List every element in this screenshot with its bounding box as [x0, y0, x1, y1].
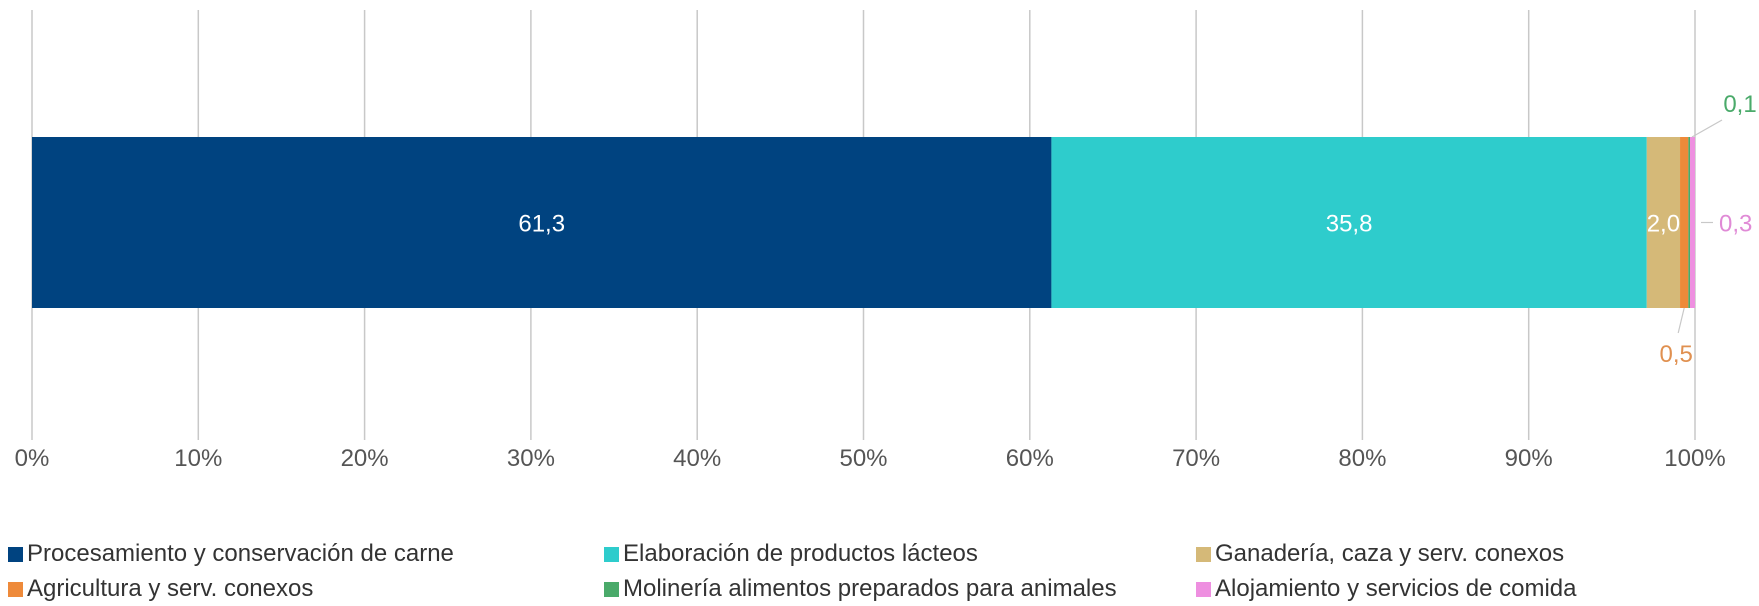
x-tick-label: 40%	[673, 445, 721, 472]
data-label: 0,1	[1723, 91, 1756, 118]
legend-swatch	[604, 546, 619, 562]
data-label: 35,8	[1326, 211, 1373, 238]
legend-swatch	[1196, 546, 1211, 562]
legend-item: Alojamiento y servicios de comida	[1196, 575, 1577, 603]
legend-item: Ganadería, caza y serv. conexos	[1196, 540, 1564, 568]
x-tick-label: 30%	[507, 445, 555, 472]
x-tick-label: 90%	[1505, 445, 1553, 472]
x-axis-ticks: 0% 10% 20% 30% 40% 50% 60% 70% 80% 90% 100%	[15, 445, 1726, 472]
x-tick-label: 50%	[839, 445, 887, 472]
x-tick-label: 100%	[1664, 445, 1725, 472]
data-label: 0,5	[1660, 341, 1693, 368]
bar-segment	[1680, 137, 1689, 308]
legend-label: Ganadería, caza y serv. conexos	[1215, 540, 1565, 567]
bar-segment	[1646, 137, 1681, 308]
legend-swatch	[8, 581, 23, 597]
legend-label: Molinería alimentos preparados para anim…	[623, 575, 1117, 602]
legend-label: Alojamiento y servicios de comida	[1215, 575, 1577, 602]
data-label: 0,3	[1719, 211, 1752, 238]
x-tick-label: 10%	[174, 445, 222, 472]
x-tick-label: 70%	[1172, 445, 1220, 472]
x-tick-label: 80%	[1338, 445, 1386, 472]
legend-swatch	[1196, 581, 1211, 597]
bar-segment	[1051, 137, 1647, 308]
legend-item: Procesamiento y conservación de carne	[8, 540, 454, 568]
legend-swatch	[8, 546, 23, 562]
legend-item: Agricultura y serv. conexos	[8, 575, 313, 603]
data-label: 61,3	[518, 211, 565, 238]
bar-segment	[32, 137, 1052, 308]
bar-segments	[32, 137, 1695, 308]
x-tick-label: 60%	[1006, 445, 1054, 472]
data-labels: 61,3 35,8 2,0 0,5 0,1 0,3	[518, 91, 1756, 368]
bar-segment	[1690, 137, 1695, 308]
x-tick-label: 20%	[341, 445, 389, 472]
bar-segment	[1688, 137, 1691, 308]
legend-label: Elaboración de productos lácteos	[623, 540, 978, 567]
leader-line	[1677, 307, 1685, 334]
legend-item: Elaboración de productos lácteos	[604, 540, 978, 568]
legend-label: Procesamiento y conservación de carne	[27, 540, 454, 567]
legend-label: Agricultura y serv. conexos	[27, 575, 314, 602]
legend-item: Molinería alimentos preparados para anim…	[604, 575, 1117, 603]
data-label: 2,0	[1647, 211, 1680, 238]
x-tick-label: 0%	[15, 445, 50, 472]
leader-line	[1691, 119, 1723, 138]
legend-swatch	[604, 581, 619, 597]
